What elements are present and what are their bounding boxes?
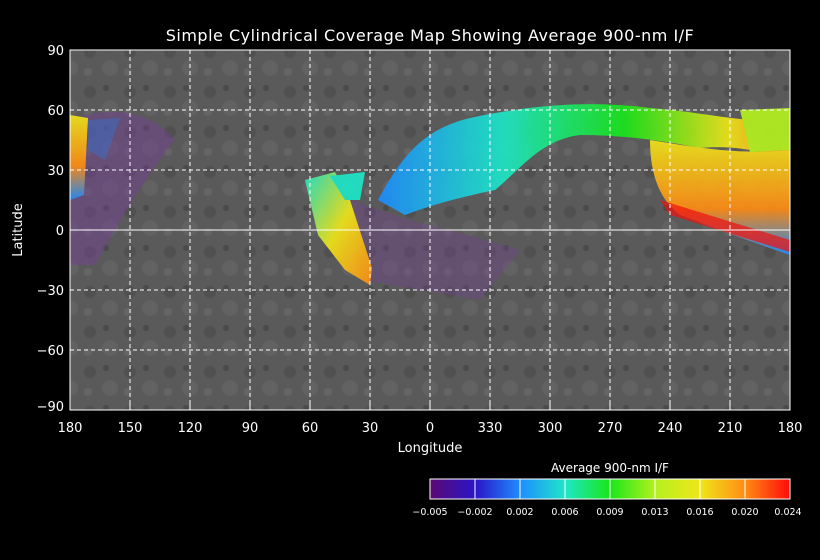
x-tick-label: 0 <box>426 421 434 436</box>
y-tick-label: 30 <box>47 164 64 179</box>
colorbar-tick: 0.016 <box>686 507 713 518</box>
x-axis-label: Longitude <box>398 441 463 456</box>
colorbar-tick: 0.020 <box>731 507 758 518</box>
x-tick-label: 90 <box>242 421 259 436</box>
x-tick-label: 180 <box>58 421 83 436</box>
y-tick-label: 0 <box>56 224 64 239</box>
x-tick-label: 300 <box>538 421 563 436</box>
colorbar-tick: 0.013 <box>641 507 668 518</box>
coverage-overlay <box>70 104 790 300</box>
colorbar-tick: −0.005 <box>412 507 447 518</box>
x-tick-label: 210 <box>718 421 743 436</box>
y-axis-ticks: 90 60 30 0 −30 −60 −90 <box>37 44 64 415</box>
y-tick-label: −90 <box>37 400 64 415</box>
x-tick-label: 30 <box>362 421 379 436</box>
colorbar-label: Average 900-nm I/F <box>551 461 669 475</box>
gridlines <box>70 50 790 410</box>
x-tick-label: 180 <box>778 421 803 436</box>
colorbar: Average 900-nm I/F −0.005 −0.002 0.002 0… <box>412 461 801 518</box>
colorbar-tick: 0.009 <box>596 507 623 518</box>
map-plot-area <box>69 49 791 411</box>
x-axis-ticks: 180 150 120 90 60 30 0 330 300 270 240 2… <box>58 421 803 436</box>
colorbar-tick: −0.002 <box>457 507 492 518</box>
x-tick-label: 60 <box>302 421 319 436</box>
colorbar-tick: 0.002 <box>506 507 533 518</box>
x-tick-label: 120 <box>178 421 203 436</box>
x-tick-label: 270 <box>598 421 623 436</box>
x-tick-label: 240 <box>658 421 683 436</box>
colorbar-tick: 0.024 <box>774 507 801 518</box>
y-tick-label: 90 <box>47 44 64 59</box>
y-tick-label: −60 <box>37 344 64 359</box>
y-axis-label: Latitude <box>11 203 26 257</box>
x-tick-label: 330 <box>478 421 503 436</box>
map-title: Simple Cylindrical Coverage Map Showing … <box>166 26 695 45</box>
y-tick-label: 60 <box>47 104 64 119</box>
colorbar-tick: 0.006 <box>551 507 578 518</box>
y-tick-label: −30 <box>37 284 64 299</box>
x-tick-label: 150 <box>118 421 143 436</box>
